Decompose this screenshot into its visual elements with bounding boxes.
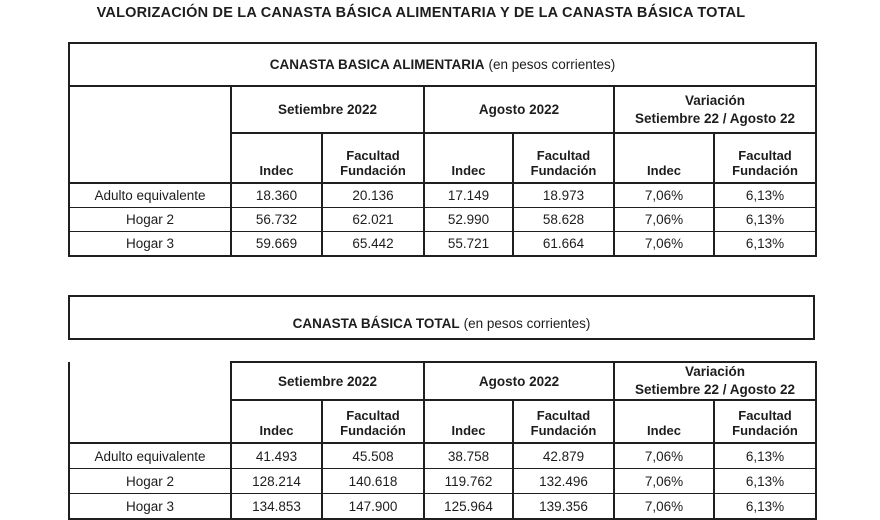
table-row: Hogar 2 128.214 140.618 119.762 132.496 … bbox=[68, 468, 817, 494]
subheader-indec: Indec bbox=[230, 399, 323, 444]
cell-value: 125.964 bbox=[423, 493, 514, 520]
cell-value: 20.136 bbox=[321, 182, 425, 208]
cbt-table: Setiembre 2022 Agosto 2022 Variación Set… bbox=[68, 361, 817, 520]
table-row: Hogar 3 59.669 65.442 55.721 61.664 7,06… bbox=[68, 231, 818, 257]
cell-value: 62.021 bbox=[321, 207, 425, 232]
cell-value: 132.496 bbox=[512, 468, 615, 494]
subheader-indec: Indec bbox=[613, 132, 715, 184]
cell-value: 147.900 bbox=[321, 493, 425, 520]
cell-value: 128.214 bbox=[230, 468, 323, 494]
variacion-line2: Setiembre 22 / Agosto 22 bbox=[634, 382, 796, 397]
col-group-setiembre: Setiembre 2022 bbox=[230, 85, 425, 134]
subheader-indec: Indec bbox=[423, 132, 514, 184]
variacion-line1: Variación bbox=[685, 92, 746, 108]
subheader-indec: Indec bbox=[230, 132, 323, 184]
cell-value: 140.618 bbox=[321, 468, 425, 494]
subheader-facultad: Facultad Fundación bbox=[712, 132, 818, 184]
table-row: Hogar 3 134.853 147.900 125.964 139.356 … bbox=[68, 493, 817, 520]
cell-value: 65.442 bbox=[321, 231, 425, 257]
page-title: VALORIZACIÓN DE LA CANASTA BÁSICA ALIMEN… bbox=[96, 5, 746, 21]
row-label: Adulto equivalente bbox=[68, 442, 232, 469]
cell-value: 38.758 bbox=[423, 442, 514, 469]
col-group-agosto: Agosto 2022 bbox=[423, 361, 615, 401]
cell-value: 52.990 bbox=[423, 207, 514, 232]
cba-table: CANASTA BASICA ALIMENTARIA (en pesos corr… bbox=[67, 42, 818, 257]
row-label: Hogar 2 bbox=[68, 207, 232, 232]
col-group-agosto: Agosto 2022 bbox=[423, 85, 615, 134]
cell-value: 119.762 bbox=[423, 468, 514, 494]
row-label: Adulto equivalente bbox=[68, 182, 232, 208]
cell-value: 7,06% bbox=[613, 442, 715, 469]
subheader-facultad: Facultad Fundación bbox=[512, 132, 615, 184]
subheader-facultad: Facultad Fundación bbox=[321, 399, 425, 444]
col-group-setiembre: Setiembre 2022 bbox=[230, 361, 425, 401]
cell-value: 59.669 bbox=[230, 231, 323, 257]
table-row: Adulto equivalente 18.360 20.136 17.149 … bbox=[68, 182, 818, 208]
cell-value: 6,13% bbox=[712, 182, 818, 208]
cbt-title-box: CANASTA BÁSICA TOTAL (en pesos corrientes… bbox=[68, 295, 815, 340]
cell-value: 56.732 bbox=[230, 207, 323, 232]
cell-value: 134.853 bbox=[230, 493, 323, 520]
cell-value: 6,13% bbox=[712, 231, 818, 257]
cell-value: 7,06% bbox=[613, 231, 715, 257]
cell-value: 6,13% bbox=[713, 468, 817, 494]
col-group-variacion: Variación Setiembre 22 / Agosto 22 bbox=[613, 361, 817, 401]
cba-title-cell: CANASTA BASICA ALIMENTARIA (en pesos corr… bbox=[67, 42, 818, 87]
row-label: Hogar 3 bbox=[68, 493, 232, 520]
cell-value: 18.360 bbox=[230, 182, 323, 208]
cell-value: 139.356 bbox=[512, 493, 615, 520]
subheader-facultad: Facultad Fundación bbox=[713, 399, 817, 444]
cell-value: 55.721 bbox=[423, 231, 514, 257]
cba-subheader-row: Indec Facultad Fundación Indec Facultad … bbox=[69, 132, 818, 184]
corner-cell bbox=[68, 362, 232, 444]
cbt-group-header-row: Setiembre 2022 Agosto 2022 Variación Set… bbox=[68, 361, 817, 444]
cell-value: 6,13% bbox=[713, 442, 817, 469]
cell-value: 45.508 bbox=[321, 442, 425, 469]
cell-value: 58.628 bbox=[512, 207, 615, 232]
variacion-line2: Setiembre 22 / Agosto 22 bbox=[635, 110, 796, 126]
cell-value: 7,06% bbox=[613, 207, 715, 232]
cell-value: 17.149 bbox=[423, 182, 514, 208]
cell-value: 7,06% bbox=[613, 493, 715, 520]
cell-value: 6,13% bbox=[713, 493, 817, 520]
cell-value: 61.664 bbox=[512, 231, 615, 257]
cba-title-row: CANASTA BASICA ALIMENTARIA (en pesos corr… bbox=[67, 42, 818, 87]
cba-title: CANASTA BASICA ALIMENTARIA bbox=[269, 57, 485, 72]
subheader-facultad: Facultad Fundación bbox=[512, 399, 615, 444]
variacion-line1: Variación bbox=[684, 364, 746, 380]
cbt-title: CANASTA BÁSICA TOTAL bbox=[292, 316, 460, 331]
cell-value: 41.493 bbox=[230, 442, 323, 469]
table-row: Hogar 2 56.732 62.021 52.990 58.628 7,06… bbox=[68, 207, 818, 232]
cell-value: 18.973 bbox=[512, 182, 615, 208]
cell-value: 7,06% bbox=[613, 182, 715, 208]
col-group-variacion: Variación Setiembre 22 / Agosto 22 bbox=[612, 85, 818, 134]
cell-value: 7,06% bbox=[613, 468, 715, 494]
row-label: Hogar 2 bbox=[68, 468, 232, 494]
subheader-indec: Indec bbox=[613, 399, 715, 444]
cbt-subheader-row: Indec Facultad Fundación Indec Facultad … bbox=[69, 399, 817, 444]
subheader-indec: Indec bbox=[423, 399, 514, 444]
cbt-title-suffix: (en pesos corrientes) bbox=[463, 316, 591, 331]
corner-cell bbox=[68, 85, 232, 184]
cba-group-header-row: Setiembre 2022 Agosto 2022 Variación Set… bbox=[68, 85, 818, 184]
table-row: Adulto equivalente 41.493 45.508 38.758 … bbox=[68, 442, 817, 469]
cell-value: 42.879 bbox=[512, 442, 615, 469]
subheader-facultad: Facultad Fundación bbox=[321, 132, 425, 184]
row-label: Hogar 3 bbox=[68, 231, 232, 257]
cba-title-suffix: (en pesos corrientes) bbox=[488, 57, 616, 72]
cell-value: 6,13% bbox=[712, 207, 818, 232]
